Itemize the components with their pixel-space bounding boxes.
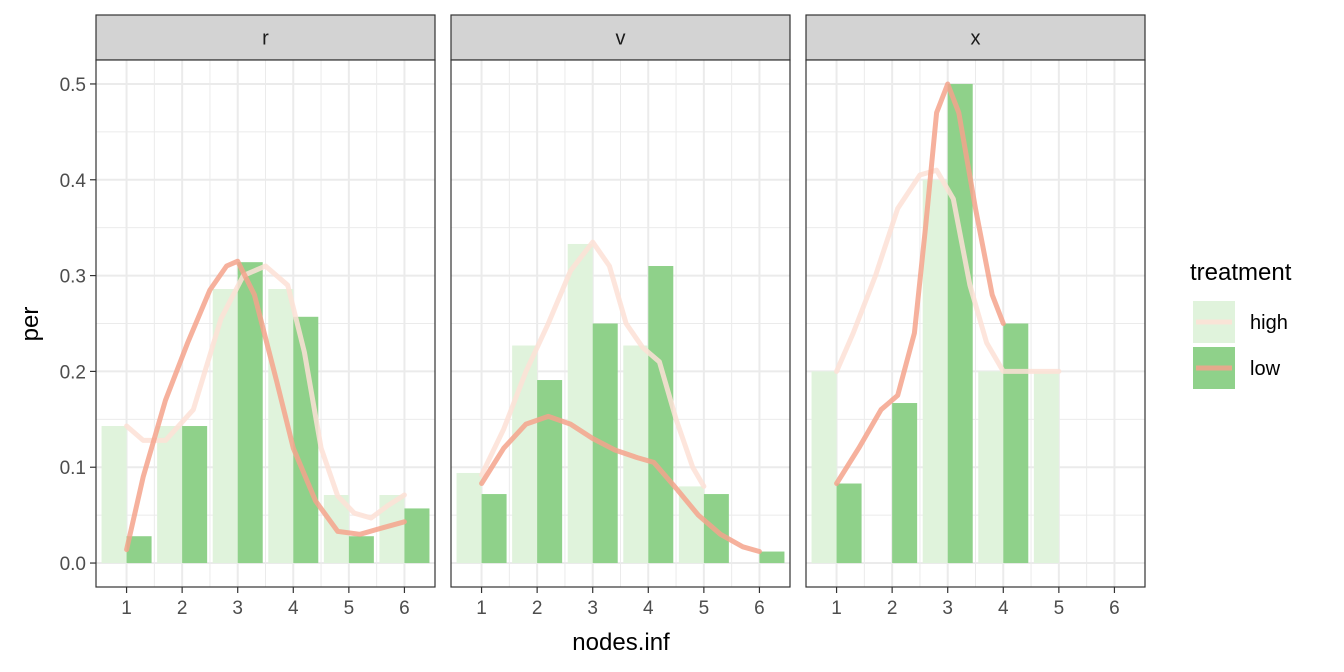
legend-label-low: low — [1250, 358, 1281, 380]
facet-strip-label: r — [262, 28, 269, 50]
bar-high-x1 — [811, 371, 837, 564]
x-tick-label: 5 — [344, 598, 355, 619]
bar-high-x5 — [1033, 371, 1059, 564]
smooth-line-low — [124, 258, 407, 553]
bar-high-x1 — [456, 472, 482, 564]
smooth-line-high — [834, 167, 1062, 374]
bar-high-x3 — [922, 179, 948, 564]
bar-low-x4 — [1003, 323, 1029, 564]
y-tick-label: 0.4 — [60, 171, 87, 192]
x-tick-label: 6 — [399, 598, 410, 619]
x-tick-label: 6 — [1109, 598, 1120, 619]
smooth-line-low — [479, 413, 762, 554]
bar-low-x4 — [648, 266, 674, 564]
x-tick-label: 2 — [532, 598, 543, 619]
x-tick-label: 2 — [177, 598, 188, 619]
y-tick-label: 0.1 — [60, 458, 86, 479]
x-tick-label: 1 — [121, 598, 132, 619]
bar-low-x2 — [892, 403, 918, 564]
facet-panel-v: v 1 2 3 4 5 6 — [450, 14, 791, 619]
y-tick-label: 0.3 — [60, 267, 86, 288]
x-tick-label: 1 — [476, 598, 487, 619]
facet-strip — [95, 14, 436, 61]
x-tick-label: 4 — [998, 598, 1009, 619]
legend: treatment high low — [1190, 259, 1292, 389]
panel-border — [95, 59, 436, 588]
facet-panels: r 1 2 3 4 5 6 0.0 0.1 0.2 0.3 0.4 0.5 v 1 2 3 4 5 6 x 1 2 3 4 5 6 — [60, 14, 1146, 619]
smooth-line-high — [124, 263, 407, 521]
bar-low-x5 — [348, 536, 374, 564]
x-tick-label: 5 — [1054, 598, 1065, 619]
bar-low-x6 — [404, 508, 430, 564]
facet-strip-label: v — [616, 28, 626, 50]
y-tick-label: 0.5 — [60, 75, 86, 96]
facet-panel-r: r 1 2 3 4 5 6 0.0 0.1 0.2 0.3 0.4 0.5 — [60, 14, 436, 619]
bar-low-x3 — [947, 83, 973, 564]
bar-low-x2 — [537, 380, 563, 564]
smooth-line-low — [834, 81, 1006, 486]
y-tick-label: 0.0 — [60, 554, 86, 575]
x-tick-label: 4 — [643, 598, 654, 619]
facet-strip-label: x — [971, 28, 981, 50]
x-axis-title: nodes.inf — [572, 629, 670, 656]
x-tick-label: 2 — [887, 598, 898, 619]
smooth-line-high — [479, 239, 707, 489]
x-tick-label: 1 — [831, 598, 842, 619]
x-tick-label: 6 — [754, 598, 765, 619]
x-tick-label: 5 — [699, 598, 710, 619]
bar-high-x2 — [157, 426, 183, 564]
bar-high-x4 — [978, 371, 1004, 564]
facet-panel-x: x 1 2 3 4 5 6 — [805, 14, 1146, 619]
panel-border — [805, 59, 1146, 588]
x-tick-label: 3 — [232, 598, 243, 619]
facet-strip — [450, 14, 791, 61]
bar-high-x3 — [567, 243, 593, 564]
bar-low-x2 — [182, 426, 208, 564]
legend-label-high: high — [1250, 312, 1288, 334]
x-tick-label: 4 — [288, 598, 299, 619]
y-tick-label: 0.2 — [60, 362, 86, 383]
x-tick-label: 3 — [942, 598, 953, 619]
legend-title: treatment — [1190, 259, 1292, 286]
bar-low-x1 — [836, 483, 862, 564]
panel-border — [450, 59, 791, 588]
bar-low-x1 — [481, 494, 507, 564]
y-axis-title: per — [17, 307, 44, 342]
x-tick-label: 3 — [587, 598, 598, 619]
bar-high-x1 — [101, 426, 127, 564]
bar-low-x6 — [759, 551, 785, 564]
